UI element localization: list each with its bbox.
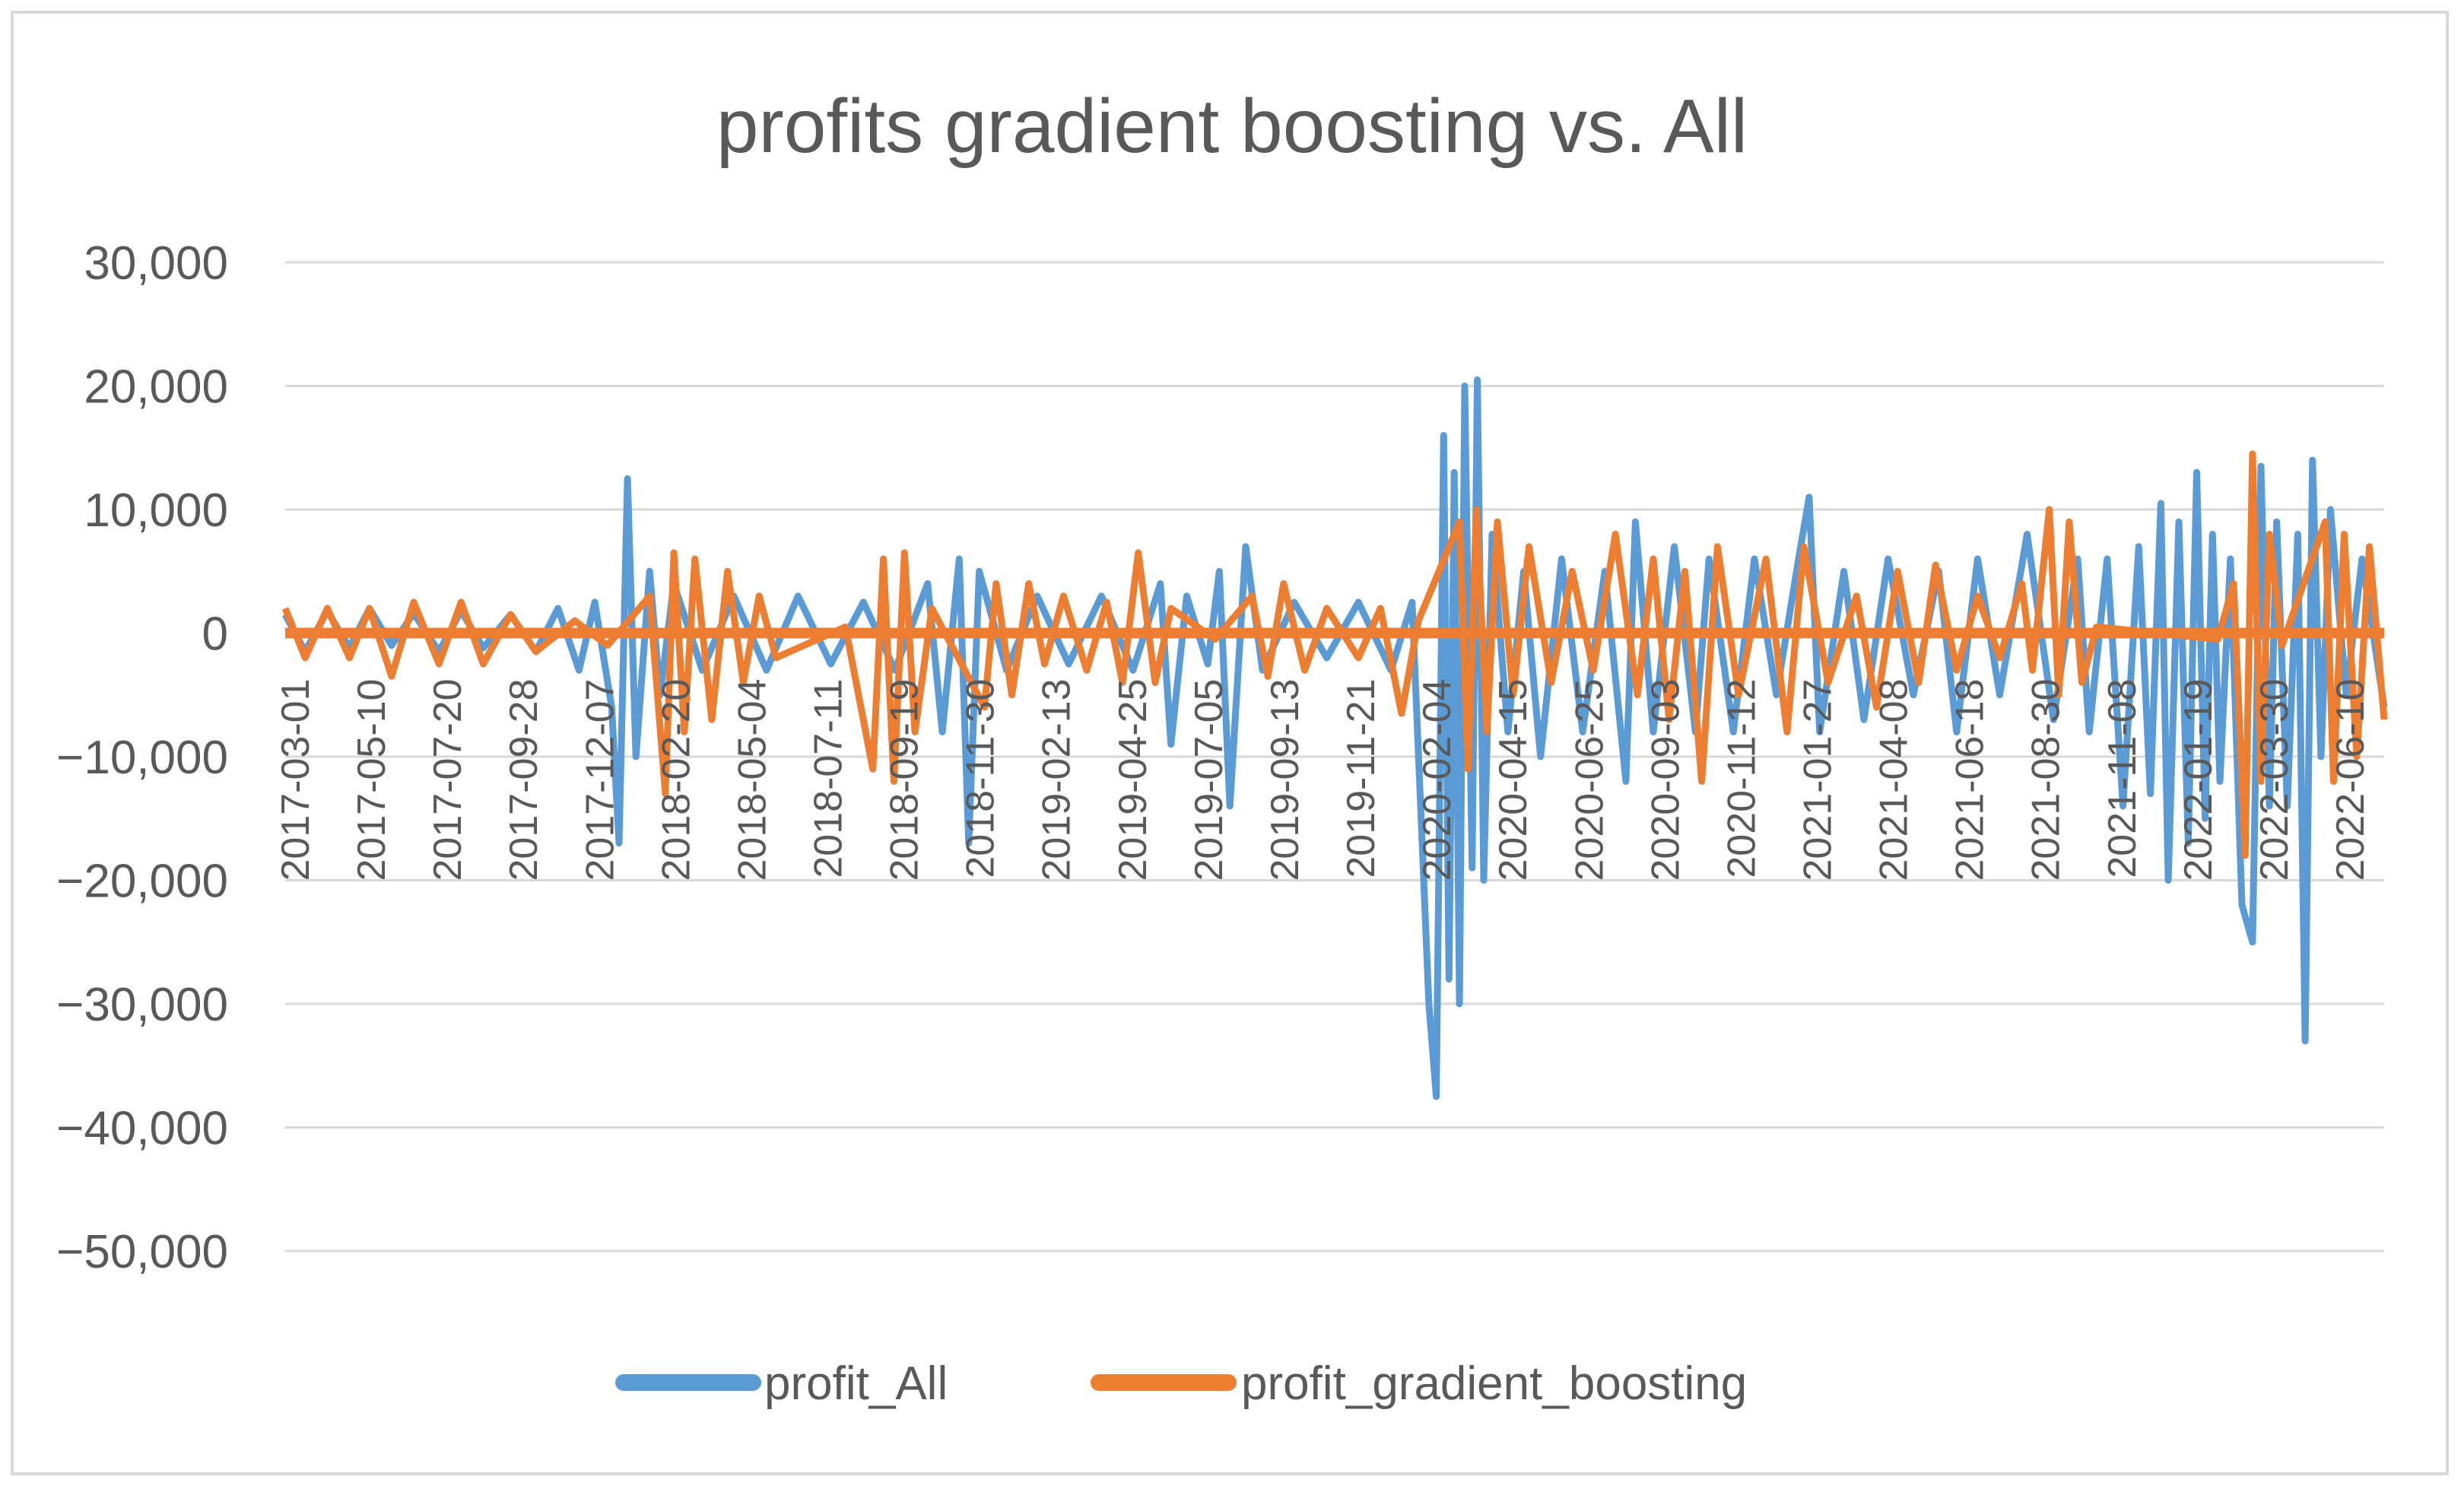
gridlines: [285, 261, 2384, 1252]
x-tick-label: 2017-09-28: [502, 679, 546, 881]
x-tick-label: 2019-07-05: [1187, 679, 1231, 881]
x-tick-label: 2020-06-25: [1567, 679, 1611, 881]
legend: profit_All profit_gradient_boosting: [615, 1357, 1747, 1410]
x-tick-label: 2020-09-03: [1643, 679, 1688, 881]
x-tick-label: 2019-11-21: [1339, 679, 1383, 878]
x-tick-label: 2019-04-25: [1111, 679, 1155, 881]
series-line-profit-gradient-boosting: [281, 450, 2388, 859]
x-tick-label: 2021-06-18: [1948, 679, 1992, 881]
x-tick-label: 2017-05-10: [350, 679, 394, 881]
x-tick-label: 2021-01-27: [1796, 679, 1840, 881]
x-tick-label: 2017-03-01: [274, 679, 318, 881]
legend-label-profit-gradient-boosting: profit_gradient_boosting: [1241, 1357, 1747, 1410]
legend-label-profit-all: profit_All: [764, 1357, 948, 1410]
x-tick-label: 2017-12-07: [578, 679, 622, 881]
y-tick-label: 20,000: [84, 361, 228, 414]
chart-title: profits gradient boosting vs. All: [716, 84, 1748, 169]
x-tick-label: 2022-06-10: [2329, 679, 2373, 881]
series-lines: [281, 376, 2388, 1100]
x-tick-label: 2021-11-08: [2100, 679, 2145, 878]
x-tick-label: 2018-11-30: [959, 679, 1003, 878]
x-tick-label: 2020-02-04: [1415, 679, 1459, 881]
y-tick-label: −50,000: [56, 1226, 228, 1278]
x-tick-label: 2018-02-20: [654, 679, 698, 881]
x-tick-label: 2020-11-12: [1719, 679, 1764, 878]
x-tick-label: 2021-04-08: [1872, 679, 1916, 881]
y-tick-label: 30,000: [84, 237, 228, 290]
y-tick-label: −20,000: [56, 856, 228, 908]
y-tick-label: −30,000: [56, 979, 228, 1031]
x-tick-label: 2018-05-04: [730, 679, 774, 881]
x-tick-label: 2018-07-11: [807, 679, 851, 878]
x-tick-label: 2022-03-30: [2253, 679, 2297, 881]
x-tick-label: 2020-04-15: [1491, 678, 1535, 881]
y-tick-label: −40,000: [56, 1103, 228, 1155]
x-tick-label: 2021-08-30: [2024, 679, 2069, 881]
x-tick-label: 2017-07-20: [426, 679, 470, 881]
x-tick-label: 2019-02-13: [1035, 679, 1079, 881]
y-tick-label: −10,000: [56, 732, 228, 784]
y-tick-label: 10,000: [84, 484, 228, 537]
y-tick-label: 0: [202, 608, 228, 661]
x-tick-label: 2018-09-19: [883, 679, 927, 881]
x-tick-label: 2019-09-13: [1263, 679, 1307, 881]
x-tick-label: 2022-01-19: [2177, 679, 2221, 881]
x-axis-tick-labels: 2017-03-01 2017-05-10 2017-07-20 2017-09-28…: [274, 678, 2373, 881]
y-axis-tick-labels: 30,000 20,000 10,000 0 −10,000 −20,000 −30,000…: [56, 237, 228, 1278]
